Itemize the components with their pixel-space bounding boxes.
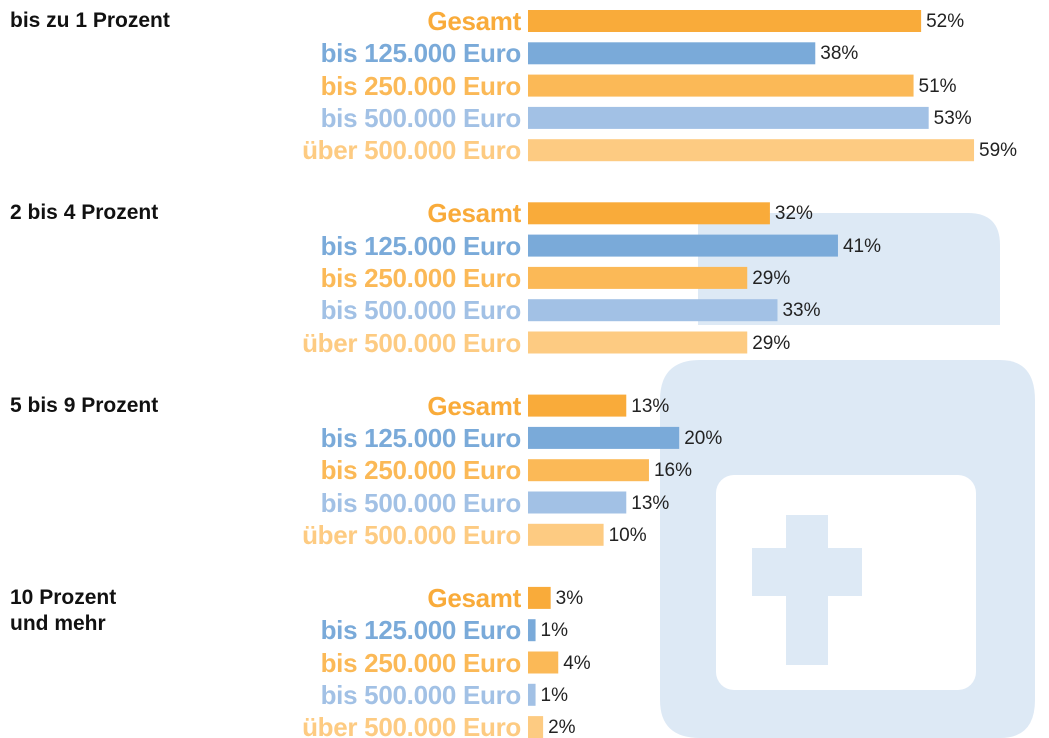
series-label: über 500.000 Euro [302,328,521,358]
series-label: über 500.000 Euro [302,712,521,738]
series-label: Gesamt [427,391,521,421]
value-label: 2% [548,717,575,738]
bar [528,267,747,289]
series-label: bis 250.000 Euro [321,455,521,485]
bar [528,75,914,97]
series-label: über 500.000 Euro [302,135,521,165]
series-label: bis 500.000 Euro [321,295,521,325]
bar [528,332,747,354]
group-label: 2 bis 4 Prozent [10,200,158,226]
bar [528,235,838,257]
value-label: 59% [979,140,1017,162]
bar [528,107,929,129]
value-label: 53% [934,108,972,130]
bar [528,684,536,706]
series-label: bis 125.000 Euro [321,231,521,261]
chart-canvas [0,0,1049,738]
value-label: 10% [609,525,647,547]
series-label: bis 125.000 Euro [321,38,521,68]
value-label: 1% [541,620,568,642]
value-label: 13% [631,493,669,515]
bar [528,587,551,609]
value-label: 41% [843,236,881,258]
bar [528,652,558,674]
bar [528,459,649,481]
bar [528,619,536,641]
series-label: bis 500.000 Euro [321,680,521,710]
value-label: 4% [563,653,590,675]
bar [528,716,543,738]
value-label: 1% [541,685,568,707]
group-label: bis zu 1 Prozent [10,8,170,34]
series-label: über 500.000 Euro [302,520,521,550]
bar [528,492,626,514]
series-label: Gesamt [427,198,521,228]
series-label: bis 250.000 Euro [321,648,521,678]
bar [528,202,770,224]
value-label: 51% [919,76,957,98]
value-label: 32% [775,203,813,225]
value-label: 16% [654,460,692,482]
value-label: 29% [752,268,790,290]
value-label: 3% [556,588,583,610]
bar [528,10,921,32]
bar [528,139,974,161]
series-label: Gesamt [427,583,521,613]
group-label: 10 Prozent und mehr [10,585,116,637]
series-label: bis 125.000 Euro [321,423,521,453]
series-label: bis 500.000 Euro [321,488,521,518]
series-label: bis 500.000 Euro [321,103,521,133]
series-label: bis 250.000 Euro [321,71,521,101]
value-label: 52% [926,11,964,33]
value-label: 29% [752,333,790,355]
value-label: 13% [631,396,669,418]
value-label: 38% [820,43,858,65]
value-label: 33% [782,300,820,322]
group-label: 5 bis 9 Prozent [10,393,158,419]
bar [528,427,679,449]
series-label: bis 125.000 Euro [321,615,521,645]
series-label: bis 250.000 Euro [321,263,521,293]
series-label: Gesamt [427,6,521,36]
bar [528,395,626,417]
value-label: 20% [684,428,722,450]
bar [528,524,604,546]
bar [528,299,777,321]
chart: bis zu 1 Prozent Gesamt 52% bis 125.000 Eur… [0,0,1049,738]
bar [528,42,815,64]
